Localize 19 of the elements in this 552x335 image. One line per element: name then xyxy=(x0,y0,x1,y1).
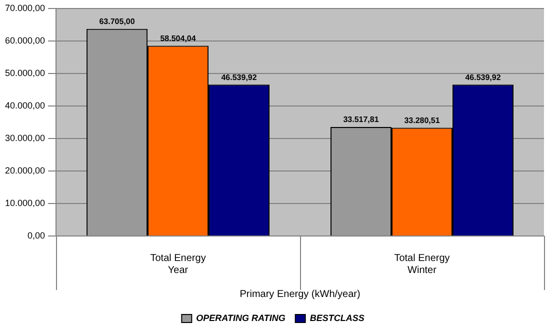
y-tick-label: 0,00 xyxy=(28,230,46,240)
y-tick-label: 30.000,00 xyxy=(4,132,46,143)
x-tick-label: Total Energy Winter xyxy=(394,252,450,276)
x-tick-label: Total Energy Year xyxy=(150,252,206,276)
y-tick-label: 40.000,00 xyxy=(4,100,46,110)
y-tick-label: 70.000,00 xyxy=(4,2,46,13)
data-label: 46.539,92 xyxy=(221,72,258,82)
legend-label: BESTCLASS xyxy=(310,312,364,323)
data-label: 58.504,04 xyxy=(160,34,196,43)
y-tick-label: 10.000,00 xyxy=(4,198,46,208)
y-tick-label: 20.000,00 xyxy=(4,165,46,176)
data-label: 33.517,81 xyxy=(343,115,380,124)
data-label: 63.705,00 xyxy=(99,17,136,26)
data-label: 46.539,92 xyxy=(465,72,502,82)
legend-label: OPERATING RATING xyxy=(196,312,286,323)
y-tick-label: 60.000,00 xyxy=(4,35,46,46)
data-label: 33.280,51 xyxy=(404,116,440,125)
x-axis-title: Primary Energy (kWh/year) xyxy=(240,288,360,300)
y-tick-label: 50.000,00 xyxy=(4,68,46,78)
